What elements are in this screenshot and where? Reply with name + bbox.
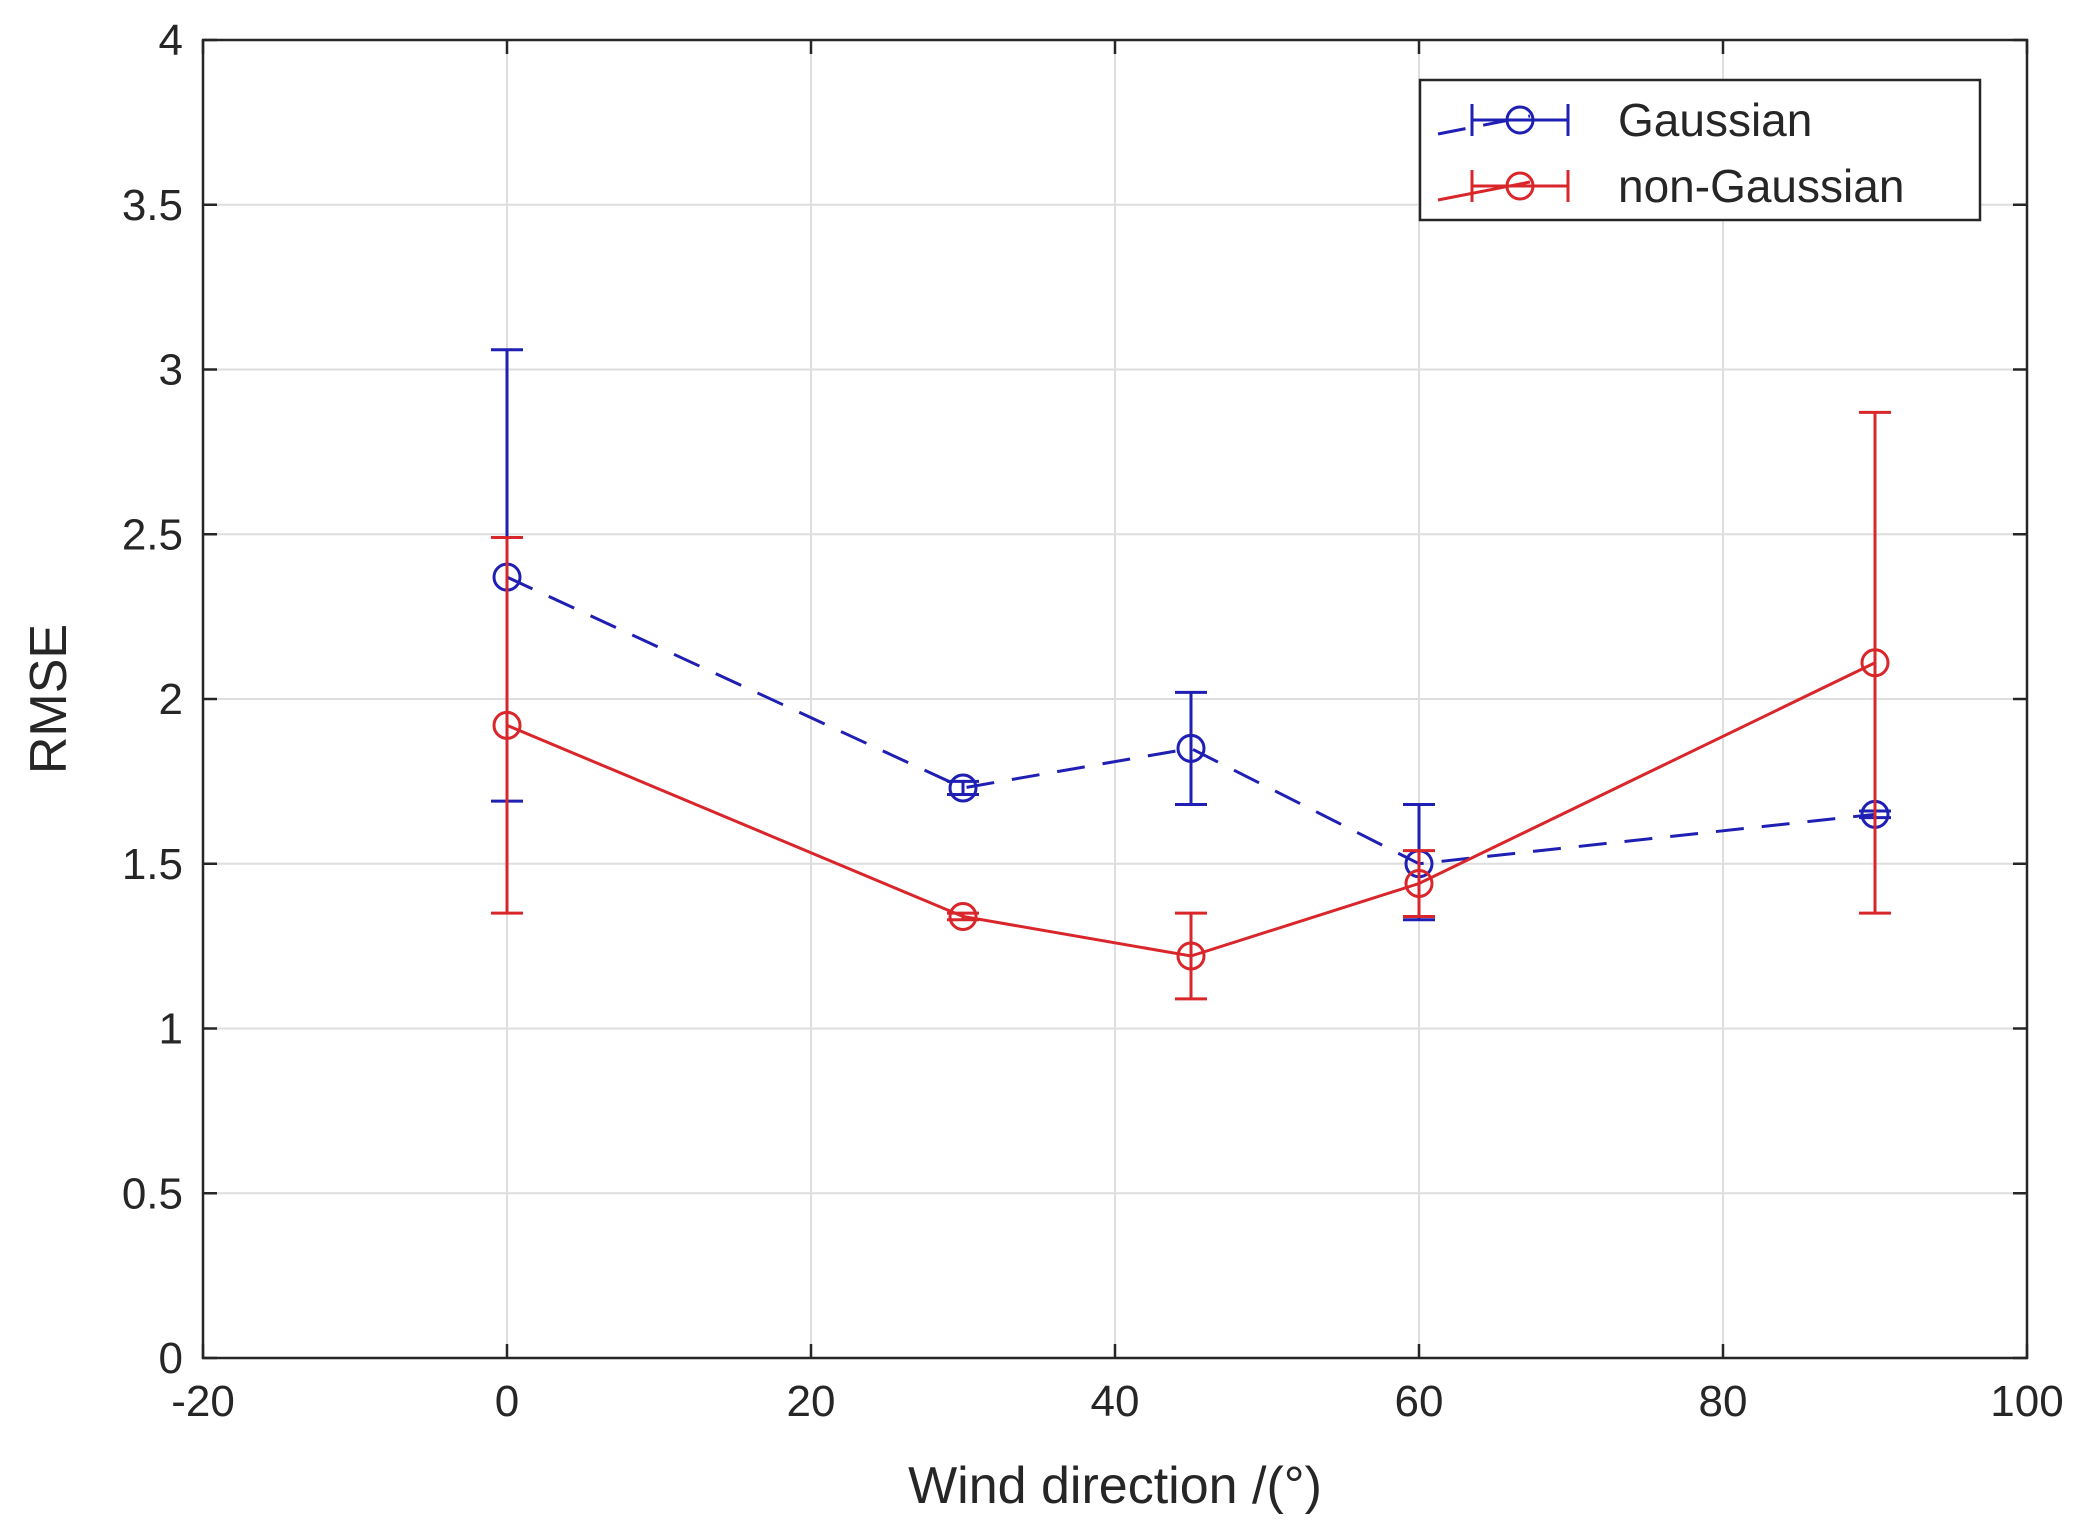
y-tick-label: 2.5 bbox=[122, 510, 183, 559]
y-tick-label: 0.5 bbox=[122, 1169, 183, 1218]
x-tick-label: 20 bbox=[787, 1377, 836, 1426]
legend-gaussian-line bbox=[1437, 114, 1531, 136]
legend: Gaussian non-Gaussian bbox=[1418, 78, 1982, 222]
legend-gaussian-marker bbox=[1505, 105, 1535, 135]
non-gaussian-point bbox=[1404, 869, 1434, 899]
legend-non-gaussian-marker bbox=[1505, 171, 1535, 201]
non-gaussian-point bbox=[1176, 941, 1206, 971]
y-tick-label: 4 bbox=[159, 16, 183, 65]
non-gaussian-point bbox=[1860, 648, 1890, 678]
y-tick-label: 1 bbox=[159, 1005, 183, 1054]
gaussian-point bbox=[948, 773, 978, 803]
y-axis-label: RMSE bbox=[20, 624, 78, 774]
x-tick-label: 60 bbox=[1395, 1377, 1444, 1426]
series-layer bbox=[491, 348, 1891, 1001]
x-tick-label: 40 bbox=[1091, 1377, 1140, 1426]
non-gaussian-point bbox=[948, 901, 978, 931]
x-axis-label: Wind direction /(°) bbox=[908, 1457, 1322, 1515]
x-tick-label: -20 bbox=[171, 1377, 235, 1426]
y-tick-label: 3 bbox=[159, 346, 183, 395]
gaussian-line bbox=[506, 575, 1876, 866]
y-tick-label: 2 bbox=[159, 675, 183, 724]
legend-gaussian-label: Gaussian bbox=[1618, 94, 1812, 146]
non-gaussian-point bbox=[492, 710, 522, 740]
legend-non-gaussian-label: non-Gaussian bbox=[1618, 160, 1904, 212]
plot-frame bbox=[201, 38, 2029, 1360]
x-tick-label: 80 bbox=[1699, 1377, 1748, 1426]
y-tick-label: 0 bbox=[159, 1334, 183, 1383]
non-gaussian-series bbox=[491, 410, 1891, 1001]
gaussian-point bbox=[1176, 733, 1206, 763]
y-tick-label: 3.5 bbox=[122, 181, 183, 230]
y-tick-label: 1.5 bbox=[122, 840, 183, 889]
x-tick-label: 0 bbox=[495, 1377, 519, 1426]
x-tick-label: 100 bbox=[1990, 1377, 2063, 1426]
